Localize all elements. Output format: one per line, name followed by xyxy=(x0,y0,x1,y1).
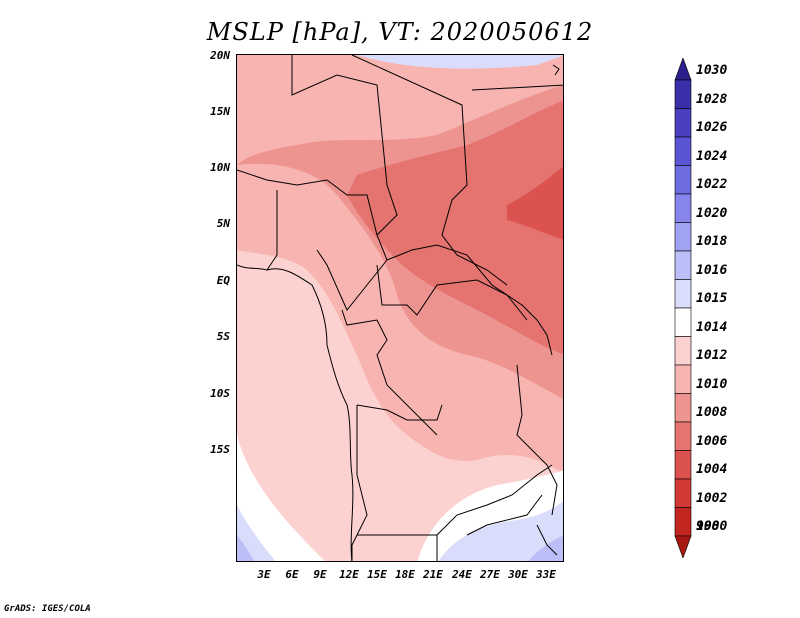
lat-label-15s: 15S xyxy=(210,443,230,456)
colorbar-segment xyxy=(674,336,692,366)
colorbar-label: 1030 xyxy=(696,63,728,78)
pressure-band-1016-se xyxy=(438,501,563,561)
colorbar-label: 1012 xyxy=(696,348,728,363)
colorbar-label: 1020 xyxy=(696,205,728,221)
colorbar-segments xyxy=(674,58,692,558)
lat-label-5s: 5S xyxy=(216,330,230,343)
credit-text: GrADS: IGES/COLA xyxy=(4,604,91,614)
colorbar-label: 1000 xyxy=(696,519,728,534)
pressure-band-1006 xyxy=(347,100,563,355)
colorbar-segment xyxy=(674,136,692,166)
colorbar-segment xyxy=(674,193,692,223)
colorbar-label: 1028 xyxy=(696,91,728,107)
colorbar-label: 1014 xyxy=(696,319,728,335)
lat-label-eq: EQ xyxy=(216,274,230,287)
lat-label-15n: 15N xyxy=(210,105,230,118)
lon-label-18e: 18E xyxy=(395,568,415,581)
lat-label-5n: 5N xyxy=(216,217,230,230)
colorbar-label: 1004 xyxy=(696,462,728,477)
pressure-band-1014 xyxy=(237,435,325,561)
pressure-band-1018-se xyxy=(528,535,563,561)
pressure-band-1018 xyxy=(237,535,254,561)
colorbar-segment xyxy=(674,450,692,480)
colorbar-segment xyxy=(674,307,692,337)
colorbar-segment xyxy=(674,421,692,451)
lon-label-12e: 12E xyxy=(339,568,359,581)
colorbar-segment xyxy=(674,507,692,537)
colorbar-label: 1006 xyxy=(696,433,728,449)
pressure-band-1016-n xyxy=(357,55,563,69)
lon-label-24e: 24E xyxy=(452,568,472,581)
colorbar-segment xyxy=(674,478,692,508)
lon-label-27e: 27E xyxy=(480,568,500,581)
lon-label-9e: 9E xyxy=(313,568,327,581)
colorbar-segment xyxy=(674,279,692,309)
country-borders xyxy=(237,55,563,561)
lon-label-30e: 30E xyxy=(508,568,528,581)
colorbar-segment xyxy=(674,364,692,394)
colorbar-label: 1016 xyxy=(696,262,728,278)
colorbar-segment xyxy=(674,393,692,423)
map-panel xyxy=(236,54,564,562)
lon-label-6e: 6E xyxy=(285,568,299,581)
colorbar-segment xyxy=(674,535,692,558)
colorbar-segment xyxy=(674,108,692,138)
chart-title: MSLP [hPa], VT: 2020050612 xyxy=(206,18,594,46)
colorbar-label: 1010 xyxy=(696,376,728,392)
colorbar-label: 1024 xyxy=(696,148,728,164)
pressure-band-1004 xyxy=(507,166,563,240)
colorbar-label: 1026 xyxy=(696,120,728,135)
colorbar-segment xyxy=(674,58,692,81)
colorbar-label: 1002 xyxy=(696,490,728,506)
lon-label-33e: 33E xyxy=(536,568,556,581)
coastline xyxy=(237,64,560,561)
colorbar-segment xyxy=(674,250,692,280)
lat-label-10n: 10N xyxy=(210,161,230,174)
lon-label-15e: 15E xyxy=(367,568,387,581)
mslp-field xyxy=(237,55,563,561)
colorbar-segment xyxy=(674,222,692,252)
colorbar-label: 1022 xyxy=(696,177,728,192)
lon-label-21e: 21E xyxy=(423,568,443,581)
colorbar-label: 1018 xyxy=(696,234,728,249)
colorbar-label: 998 xyxy=(696,519,720,534)
colorbar xyxy=(674,58,692,558)
lat-label-20n: 20N xyxy=(210,49,230,62)
colorbar-label: 1015 xyxy=(696,291,728,306)
lat-label-10s: 10S xyxy=(210,387,230,400)
colorbar-label: 1008 xyxy=(696,405,728,420)
colorbar-segment xyxy=(674,165,692,195)
colorbar-segment xyxy=(674,79,692,109)
lon-label-3e: 3E xyxy=(257,568,271,581)
pressure-band-1016 xyxy=(237,505,276,561)
